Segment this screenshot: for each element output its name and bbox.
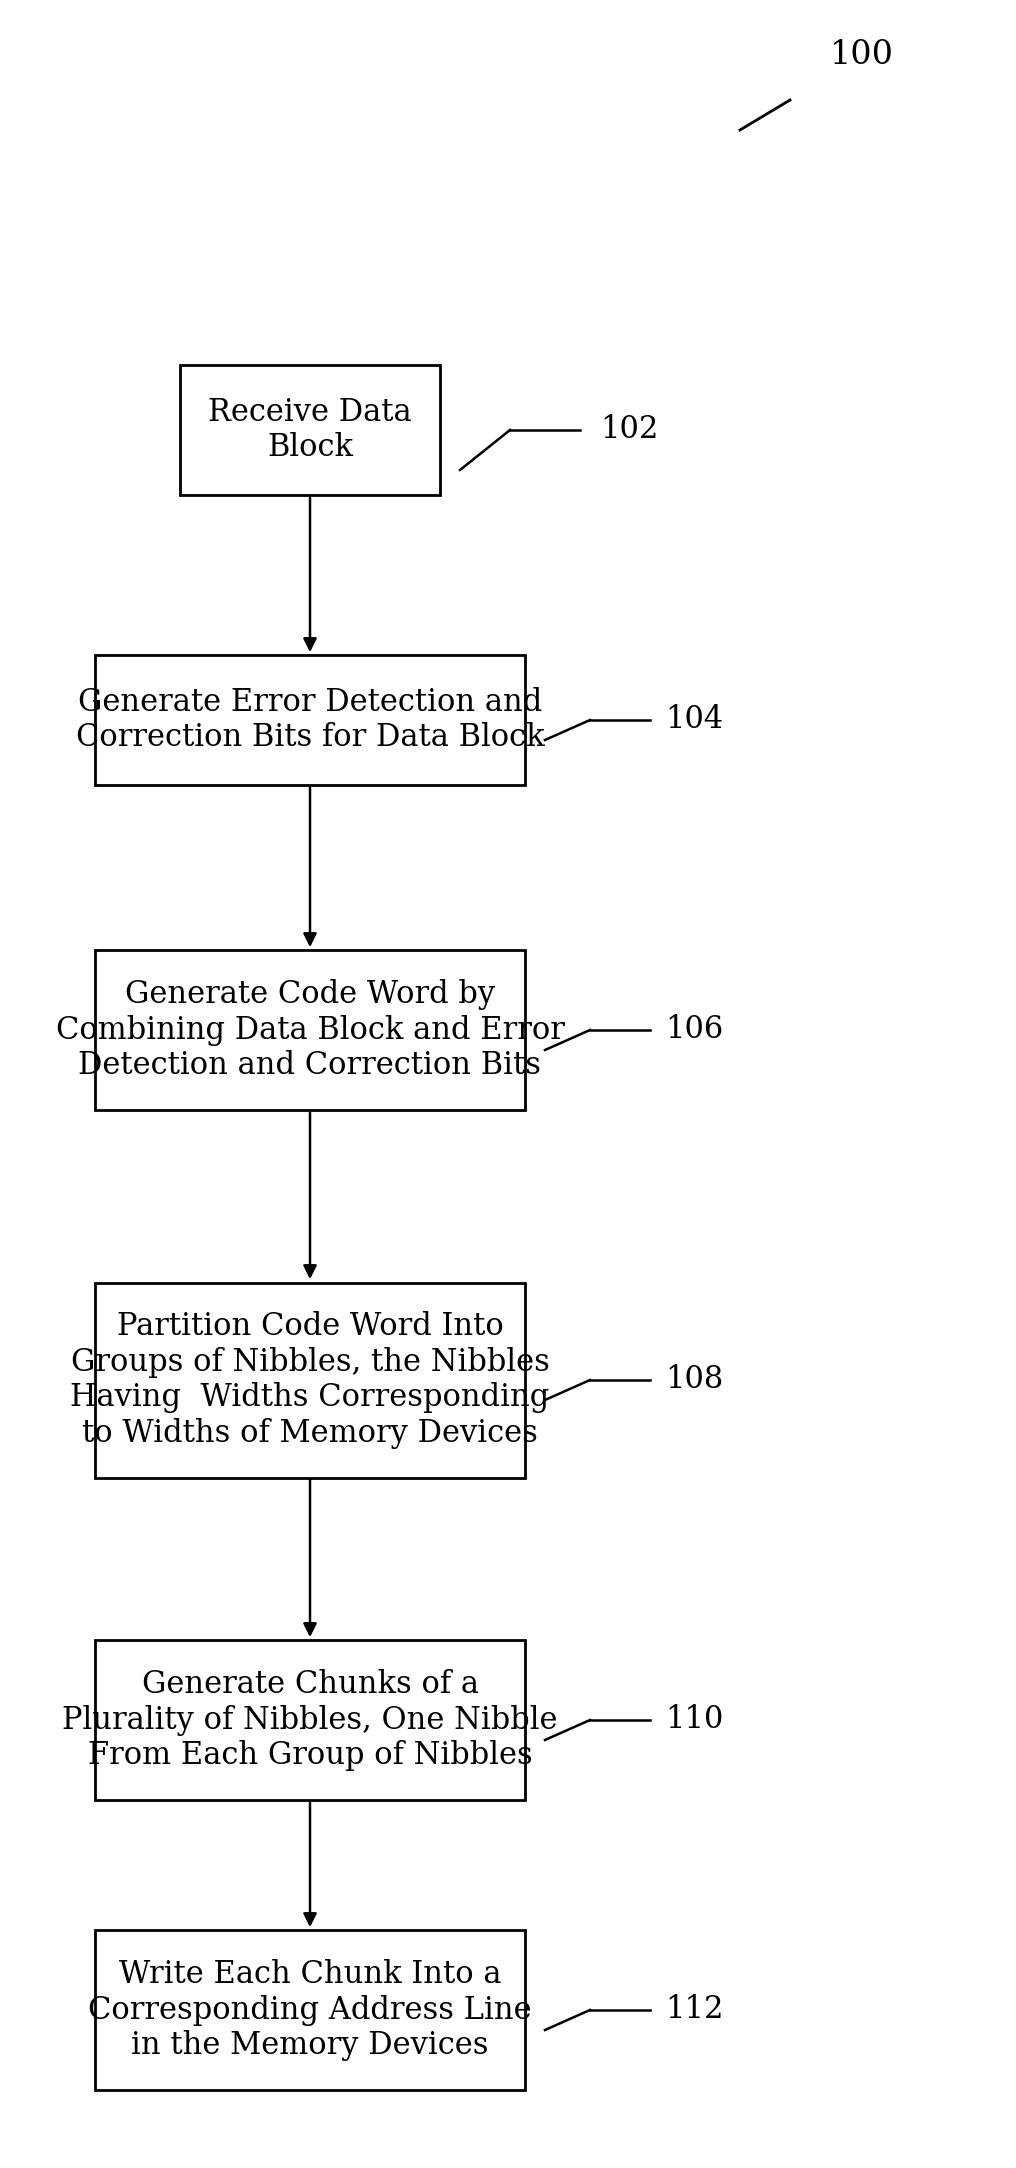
Text: Generate Chunks of a
Plurality of Nibbles, One Nibble
From Each Group of Nibbles: Generate Chunks of a Plurality of Nibble… xyxy=(62,1669,558,1771)
Bar xyxy=(96,950,525,1110)
Text: 104: 104 xyxy=(665,705,723,735)
Text: Write Each Chunk Into a
Corresponding Address Line
in the Memory Devices: Write Each Chunk Into a Corresponding Ad… xyxy=(88,1958,531,2062)
Text: Partition Code Word Into
Groups of Nibbles, the Nibbles
Having  Widths Correspon: Partition Code Word Into Groups of Nibbl… xyxy=(70,1312,550,1448)
Text: 100: 100 xyxy=(830,39,894,72)
Bar xyxy=(180,364,440,494)
Text: Generate Code Word by
Combining Data Block and Error
Detection and Correction Bi: Generate Code Word by Combining Data Blo… xyxy=(56,978,565,1082)
Bar xyxy=(96,1639,525,1799)
Bar xyxy=(96,1930,525,2090)
Bar xyxy=(96,1283,525,1479)
Text: 106: 106 xyxy=(665,1015,723,1045)
Text: 112: 112 xyxy=(665,1995,723,2025)
Text: 102: 102 xyxy=(600,414,658,444)
Text: Receive Data
Block: Receive Data Block xyxy=(208,397,411,464)
Text: Generate Error Detection and
Correction Bits for Data Block: Generate Error Detection and Correction … xyxy=(75,687,545,754)
Text: 110: 110 xyxy=(665,1704,723,1737)
Text: 108: 108 xyxy=(665,1364,723,1396)
Bar xyxy=(96,655,525,785)
